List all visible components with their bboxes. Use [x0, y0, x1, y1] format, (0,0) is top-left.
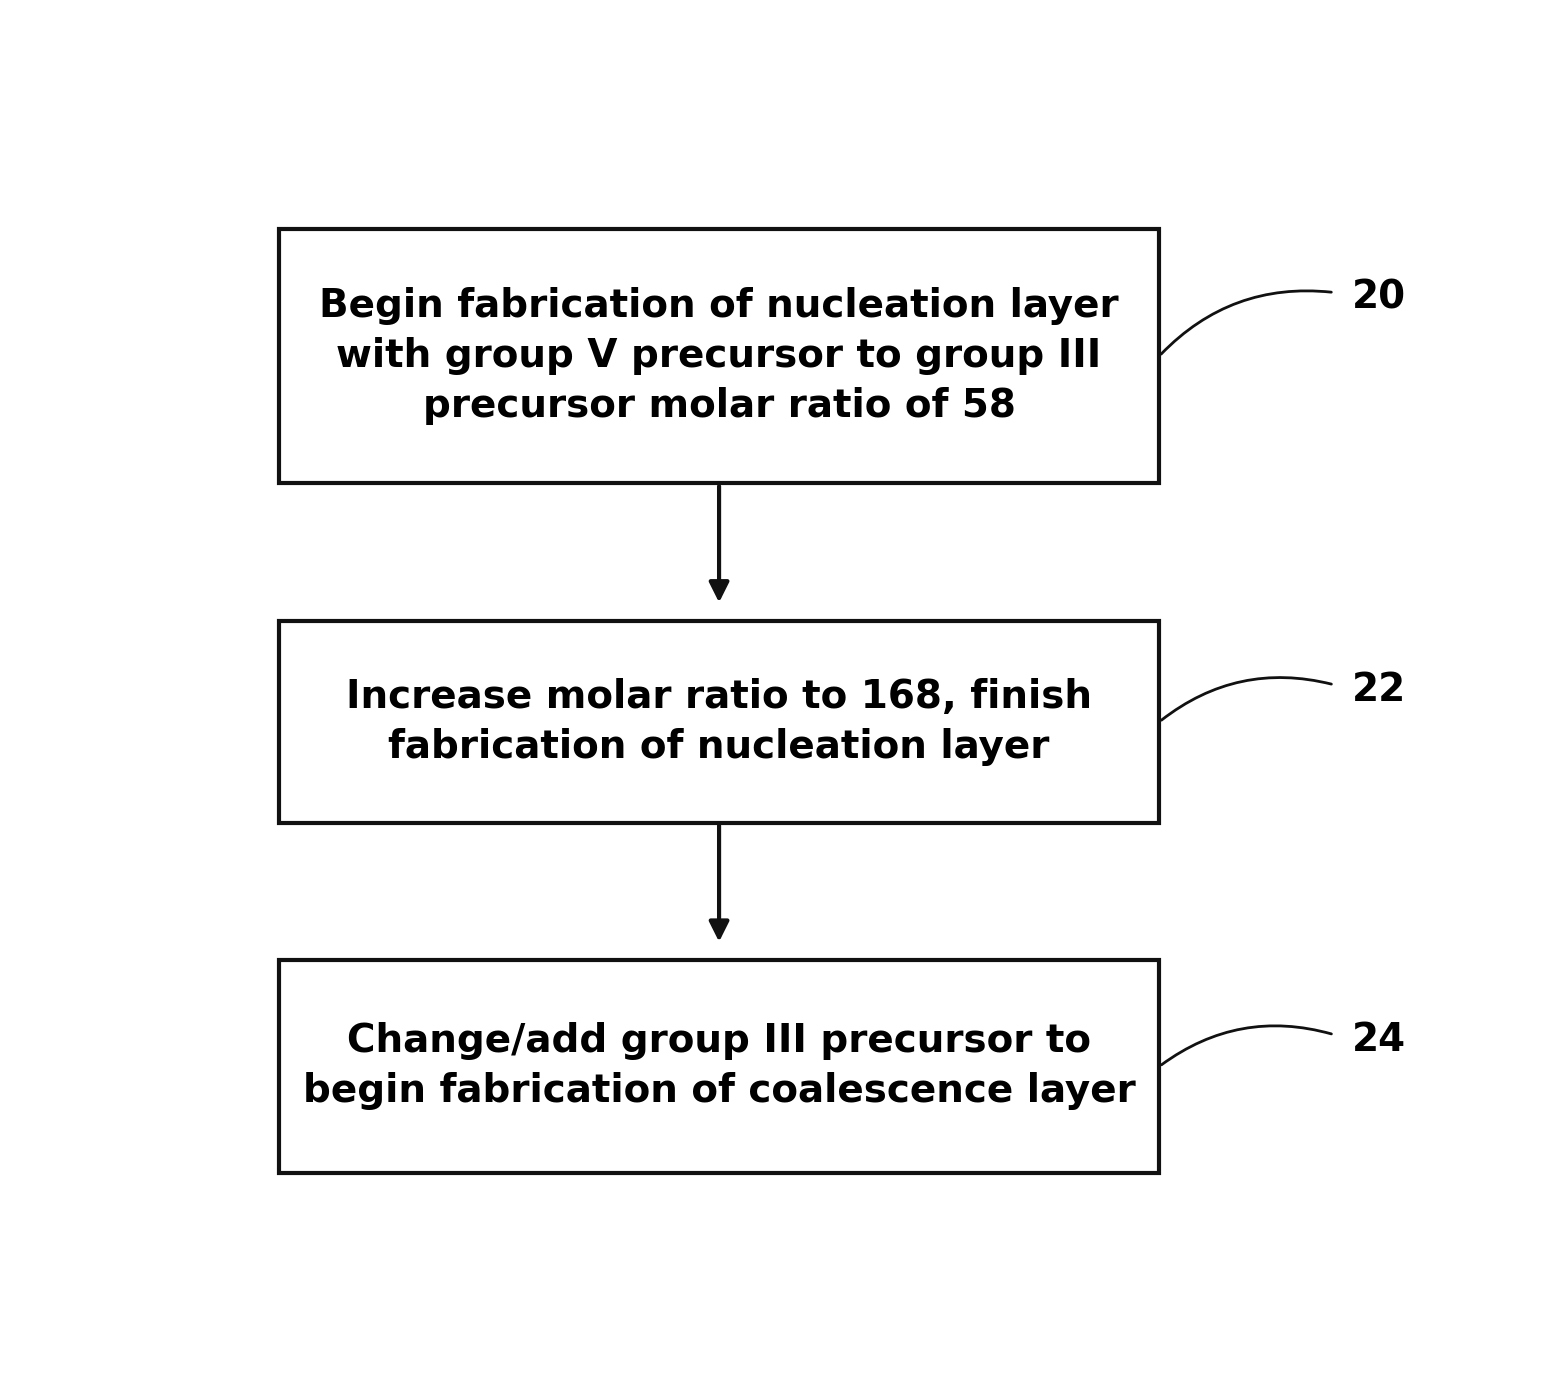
Text: 22: 22: [1352, 671, 1407, 709]
Bar: [279, 229, 1159, 483]
Text: Change/add group III precursor to
begin fabrication of coalescence layer: Change/add group III precursor to begin …: [303, 1023, 1136, 1110]
Bar: [279, 621, 1159, 822]
Text: 20: 20: [1352, 278, 1407, 317]
Bar: [279, 961, 1159, 1173]
Text: Begin fabrication of nucleation layer
with group V precursor to group III
precur: Begin fabrication of nucleation layer wi…: [319, 286, 1119, 425]
Text: 24: 24: [1352, 1020, 1407, 1059]
Text: Increase molar ratio to 168, finish
fabrication of nucleation layer: Increase molar ratio to 168, finish fabr…: [345, 677, 1092, 766]
